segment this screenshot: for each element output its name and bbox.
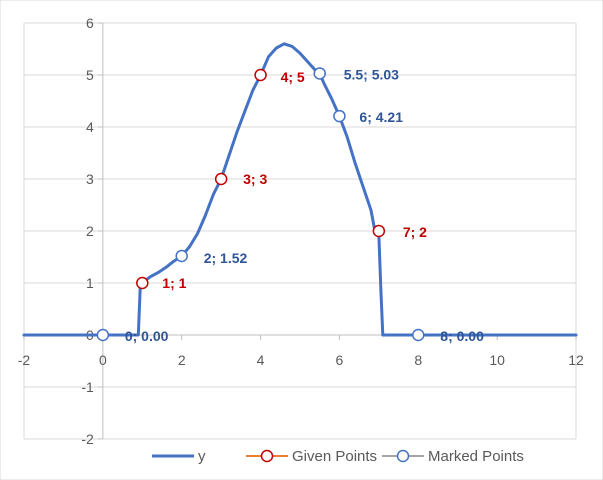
y-tick-label: -2	[81, 431, 94, 447]
y-tick-label: 3	[86, 171, 94, 187]
marked-point-marker	[412, 328, 425, 342]
legend-swatch-marker	[396, 449, 410, 463]
x-tick-label: 8	[414, 352, 422, 368]
x-tick-label: 4	[257, 352, 265, 368]
legend-label: y	[198, 448, 206, 465]
point-annotation: 2; 1.52	[204, 250, 248, 266]
y-tick-label: 6	[86, 15, 94, 31]
point-annotation: 8; 0.00	[440, 328, 484, 344]
x-tick-label: 6	[336, 352, 344, 368]
x-tick-label: 10	[489, 352, 505, 368]
legend-label: Given Points	[292, 448, 377, 465]
y-tick-label: 5	[86, 67, 94, 83]
series-marked-points	[96, 67, 425, 342]
y-tick-label: 4	[86, 119, 94, 135]
point-annotation: 3; 3	[243, 171, 267, 187]
series-y	[22, 42, 578, 337]
gridlines	[23, 22, 577, 440]
y-tick-label: 2	[86, 223, 94, 239]
x-tick-label: 0	[99, 352, 107, 368]
legend-swatch-marker	[260, 449, 274, 463]
x-tick-label: 12	[568, 352, 584, 368]
y-tick-label: 1	[86, 275, 94, 291]
x-tick-label: -2	[18, 352, 31, 368]
marked-point-marker	[313, 67, 326, 80]
point-annotation: 1; 1	[162, 275, 186, 291]
legend-label: Marked Points	[428, 448, 524, 465]
series-given-points	[136, 68, 386, 290]
point-annotation: 4; 5	[281, 69, 305, 85]
y-tick-label: -1	[81, 379, 94, 395]
point-annotation: 5.5; 5.03	[344, 66, 399, 82]
series-y-line	[22, 42, 578, 337]
point-annotation: 7; 2	[403, 224, 427, 240]
marked-point-marker	[96, 328, 110, 342]
marked-point-marker	[333, 109, 346, 123]
x-tick-label: 2	[178, 352, 186, 368]
given-point-marker	[214, 172, 228, 186]
given-point-marker	[254, 68, 267, 82]
point-annotation: 6; 4.21	[359, 109, 403, 125]
point-annotations: 1; 1 3; 3 4; 5 7; 2 0; 0.00 2; 1.52 5.5; 5.03 6…	[125, 66, 484, 344]
point-annotation: 0; 0.00	[125, 328, 169, 344]
given-point-marker	[372, 224, 386, 238]
marked-point-marker	[175, 249, 188, 263]
legend: y Given Points Marked Points	[152, 448, 524, 465]
given-point-marker	[136, 276, 149, 290]
